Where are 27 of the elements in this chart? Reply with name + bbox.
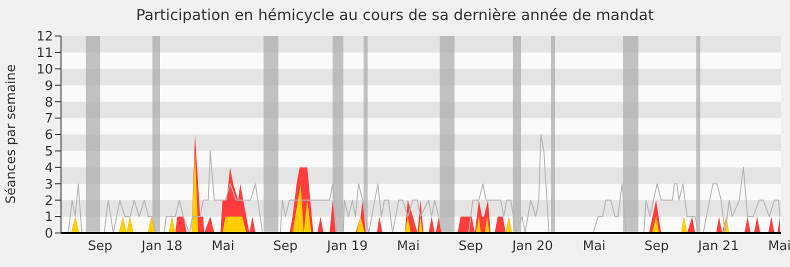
- x-tick-label: Jan 21: [697, 239, 739, 254]
- x-tick-label: Sep: [458, 239, 484, 254]
- x-tick-label: Mai: [582, 239, 606, 254]
- y-tick-label: 9: [44, 78, 53, 94]
- y-tick-label: 8: [44, 95, 53, 110]
- y-tick-label: 10: [36, 62, 53, 78]
- y-axis-title: Séances par semaine: [4, 64, 19, 204]
- x-tick-label: Mai: [768, 239, 790, 254]
- x-tick-label: Jan 19: [326, 239, 368, 254]
- x-tick-label: Mai: [212, 239, 234, 254]
- y-tick-label: 3: [44, 177, 53, 192]
- y-tick-label: 0: [44, 226, 53, 242]
- x-tick-label: Sep: [88, 239, 112, 254]
- y-tick-label: 7: [44, 112, 53, 127]
- y-tick-label: 4: [44, 160, 53, 176]
- x-tick-label: Jan 20: [511, 239, 554, 254]
- y-tick-label: 12: [36, 30, 53, 45]
- y-tick-label: 6: [44, 128, 53, 144]
- x-tick-label: Jan 18: [140, 239, 182, 254]
- chart-title: Participation en hémicycle au cours de sa dernière année de mandat: [135, 6, 655, 24]
- y-tick-label: 2: [44, 194, 53, 209]
- y-tick-label: 1: [44, 210, 53, 226]
- x-tick-label: Mai: [396, 239, 420, 254]
- x-tick-label: Sep: [644, 239, 669, 254]
- x-tick-label: Sep: [273, 239, 298, 254]
- y-tick-label: 11: [36, 46, 53, 62]
- y-tick-label: 5: [44, 144, 53, 160]
